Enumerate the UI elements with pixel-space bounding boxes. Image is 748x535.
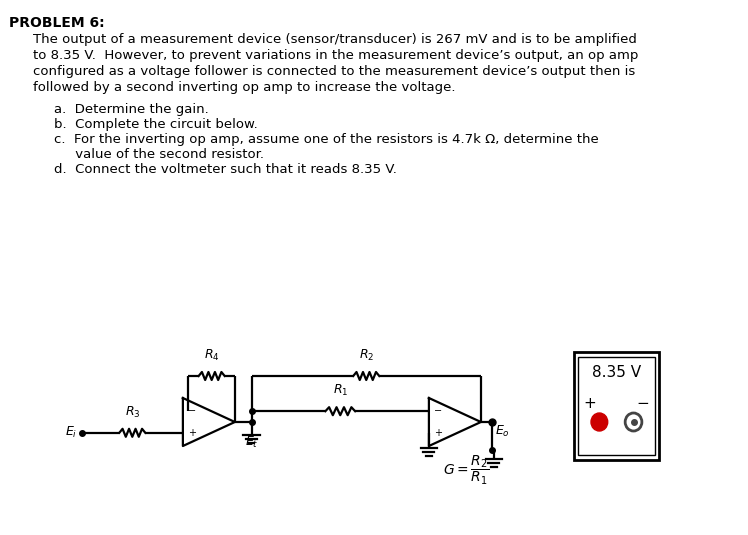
- Text: to 8.35 V.  However, to prevent variations in the measurement device’s output, a: to 8.35 V. However, to prevent variation…: [34, 49, 639, 62]
- Text: +: +: [583, 396, 596, 411]
- Bar: [578, 357, 654, 455]
- Text: configured as a voltage follower is connected to the measurement device’s output: configured as a voltage follower is conn…: [34, 65, 636, 78]
- Text: $G = \dfrac{R_2}{R_1}$: $G = \dfrac{R_2}{R_1}$: [443, 454, 489, 487]
- Text: +: +: [434, 428, 441, 438]
- Text: d.  Connect the voltmeter such that it reads 8.35 V.: d. Connect the voltmeter such that it re…: [54, 163, 396, 176]
- Text: −: −: [637, 396, 649, 411]
- Text: c.  For the inverting op amp, assume one of the resistors is 4.7k Ω, determine t: c. For the inverting op amp, assume one …: [54, 133, 598, 146]
- Circle shape: [591, 413, 607, 431]
- Text: $R_3$: $R_3$: [124, 404, 140, 420]
- Text: $E_t$: $E_t$: [245, 435, 258, 450]
- Text: $E_i$: $E_i$: [65, 425, 77, 440]
- Text: +: +: [188, 428, 195, 438]
- Text: followed by a second inverting op amp to increase the voltage.: followed by a second inverting op amp to…: [34, 81, 456, 94]
- Text: −: −: [188, 406, 196, 416]
- Text: −: −: [434, 406, 441, 416]
- Text: $E_o$: $E_o$: [495, 424, 509, 439]
- Text: $R_2$: $R_2$: [358, 348, 374, 363]
- Bar: [574, 352, 659, 460]
- Text: 8.35 V: 8.35 V: [592, 364, 641, 379]
- Text: PROBLEM 6:: PROBLEM 6:: [9, 16, 105, 30]
- Text: b.  Complete the circuit below.: b. Complete the circuit below.: [54, 118, 257, 131]
- Text: $R_1$: $R_1$: [333, 383, 348, 398]
- Text: value of the second resistor.: value of the second resistor.: [54, 148, 264, 161]
- Circle shape: [625, 413, 642, 431]
- Text: $R_4$: $R_4$: [204, 348, 219, 363]
- Text: a.  Determine the gain.: a. Determine the gain.: [54, 103, 209, 116]
- Text: The output of a measurement device (sensor/transducer) is 267 mV and is to be am: The output of a measurement device (sens…: [34, 33, 637, 46]
